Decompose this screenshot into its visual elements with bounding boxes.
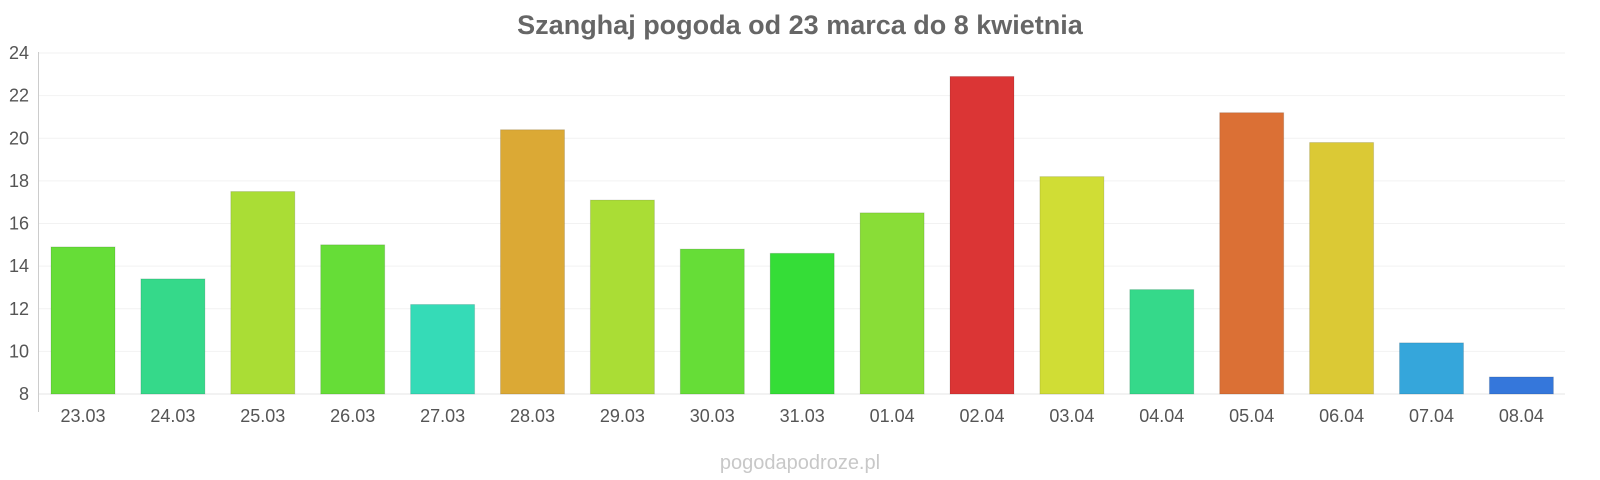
x-tick-label: 07.04 xyxy=(1409,406,1454,426)
bar-31.03 xyxy=(769,252,835,395)
x-tick-label: 01.04 xyxy=(870,406,915,426)
x-tick-label: 03.04 xyxy=(1049,406,1094,426)
chart-title: Szanghaj pogoda od 23 marca do 8 kwietni… xyxy=(517,10,1083,40)
y-tick-label: 12 xyxy=(9,299,29,319)
x-tick-label: 23.03 xyxy=(60,406,105,426)
y-tick-label: 10 xyxy=(9,341,29,361)
y-tick-label: 20 xyxy=(9,128,29,148)
x-tick-label: 25.03 xyxy=(240,406,285,426)
bars xyxy=(50,75,1554,395)
bar-03.04 xyxy=(1039,176,1105,395)
bar-06.04 xyxy=(1309,142,1375,395)
y-tick-label: 22 xyxy=(9,86,29,106)
bar-25.03 xyxy=(230,191,296,395)
y-tick-label: 14 xyxy=(9,256,29,276)
bar-02.04 xyxy=(949,75,1015,395)
y-tick-label: 8 xyxy=(19,384,29,404)
watermark: pogodapodroze.pl xyxy=(719,452,881,474)
bar-01.04 xyxy=(859,212,925,395)
x-tick-label: 27.03 xyxy=(420,406,465,426)
bar-26.03 xyxy=(320,244,386,395)
x-tick-label: 26.03 xyxy=(330,406,375,426)
bar-05.04 xyxy=(1219,112,1285,395)
bar-29.03 xyxy=(589,199,655,395)
bar-04.04 xyxy=(1129,289,1195,395)
x-tick-label: 06.04 xyxy=(1319,406,1364,426)
y-tick-label: 16 xyxy=(9,214,29,234)
x-tick-label: 02.04 xyxy=(959,406,1004,426)
bar-23.03 xyxy=(50,246,116,395)
x-tick-label: 30.03 xyxy=(690,406,735,426)
x-axis-ticks: 23.03 24.03 25.03 26.03 27.03 28.03 29.03 30.03… xyxy=(60,406,1543,426)
x-tick-label: 24.03 xyxy=(150,406,195,426)
x-tick-label: 29.03 xyxy=(600,406,645,426)
bar-08.04 xyxy=(1488,376,1554,395)
x-tick-label: 28.03 xyxy=(510,406,555,426)
x-tick-label: 08.04 xyxy=(1499,406,1544,426)
bar-30.03 xyxy=(679,248,745,395)
x-tick-label: 31.03 xyxy=(780,406,825,426)
x-tick-label: 04.04 xyxy=(1139,406,1184,426)
bar-24.03 xyxy=(140,278,206,395)
bar-07.04 xyxy=(1399,342,1464,395)
y-tick-label: 18 xyxy=(9,171,29,191)
x-tick-label: 05.04 xyxy=(1229,406,1274,426)
y-tick-label: 24 xyxy=(9,43,29,63)
y-axis-ticks: 8 10 12 14 16 18 20 22 24 xyxy=(9,43,29,404)
bar-27.03 xyxy=(410,303,476,395)
bar-28.03 xyxy=(500,129,565,395)
